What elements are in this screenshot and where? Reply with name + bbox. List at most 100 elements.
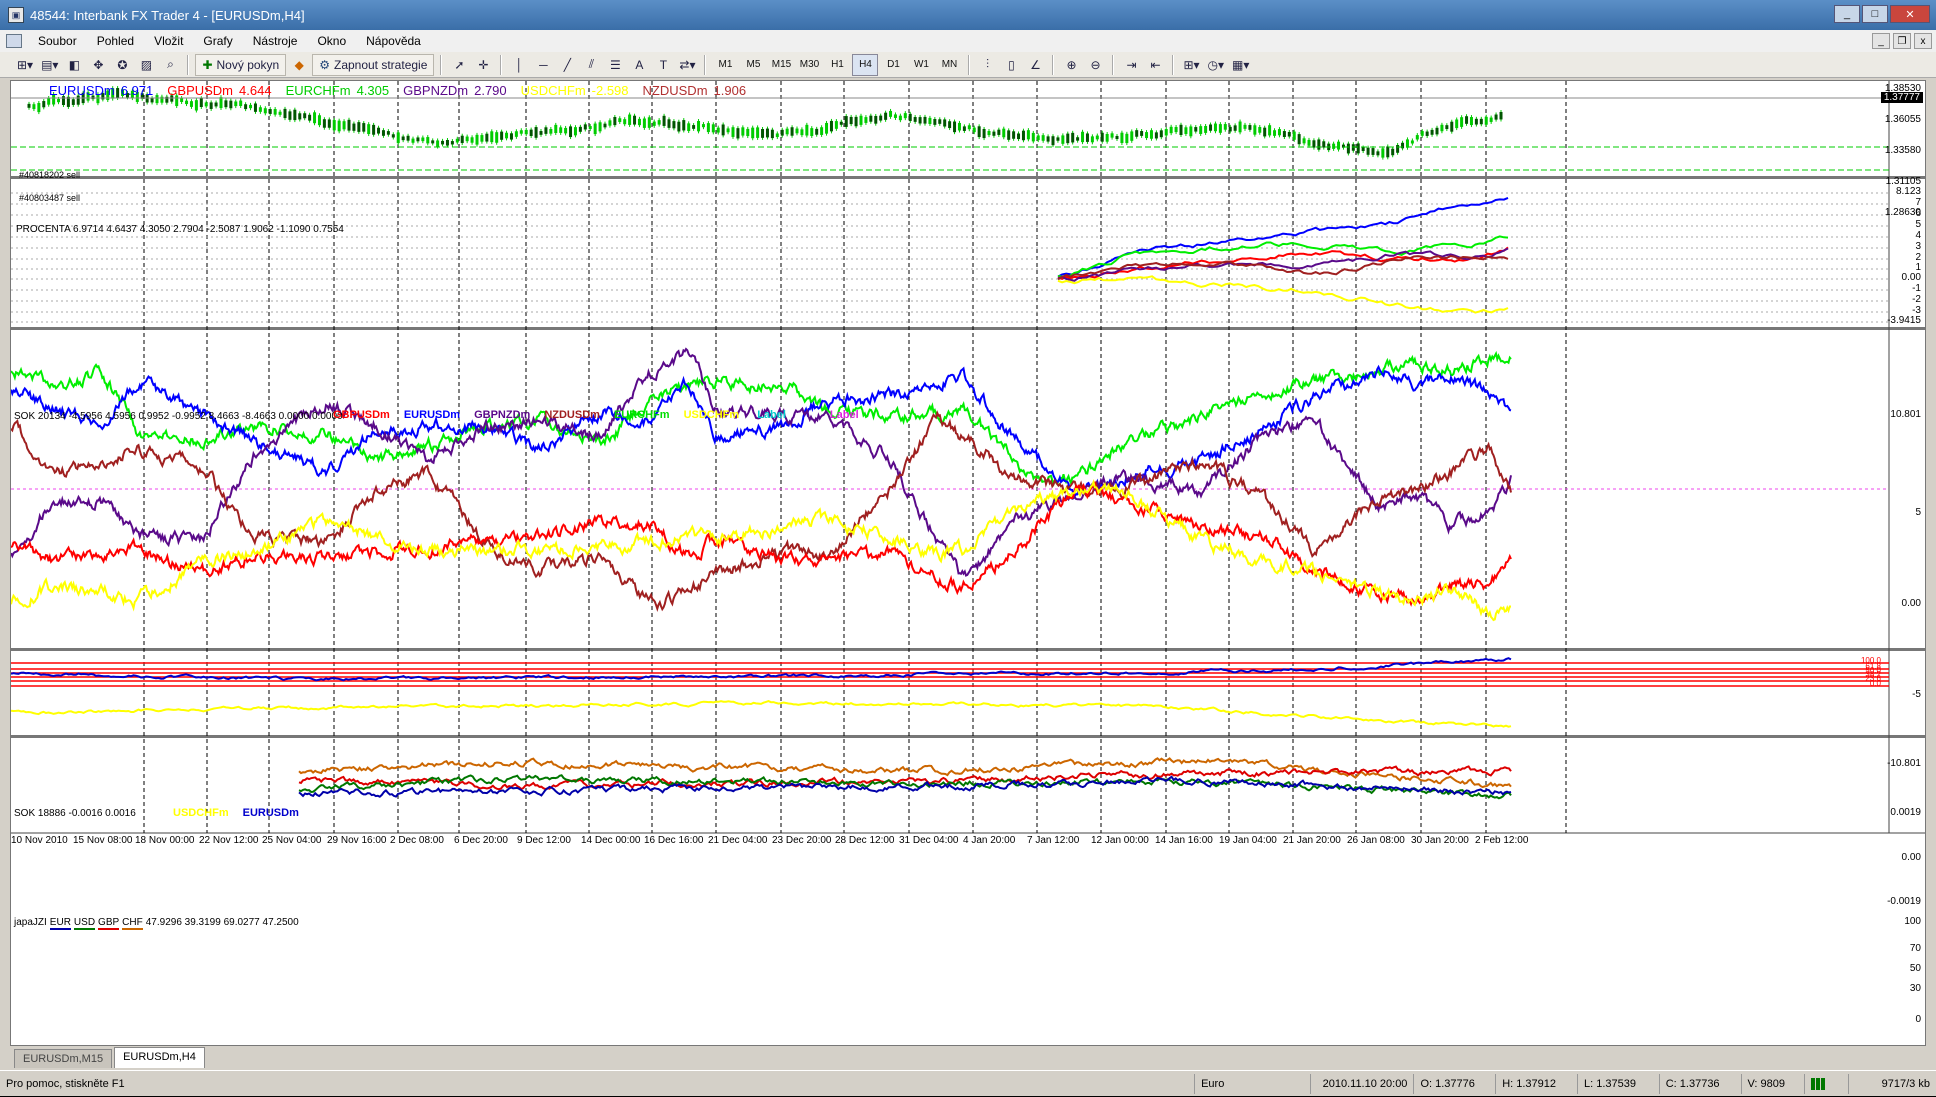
chart-restore-button[interactable]: ❐	[1893, 33, 1911, 49]
equidistant-channel-icon[interactable]: ⫽	[588, 57, 595, 71]
candle-body	[972, 127, 976, 133]
candle-body	[800, 129, 804, 136]
chart-shift-icon[interactable]: ⇤	[1150, 57, 1161, 72]
candle-body	[667, 119, 671, 128]
candle-body	[1145, 132, 1149, 139]
candle-body	[1317, 139, 1321, 150]
timeframe-m5[interactable]: M5	[746, 59, 761, 70]
arrows-icon[interactable]: ⇄▾	[679, 57, 696, 72]
templates-icon[interactable]: ▦▾	[1232, 57, 1250, 72]
candle-body	[1474, 118, 1478, 125]
candle-body	[1460, 117, 1464, 127]
candle-body	[1499, 111, 1503, 120]
candle-body	[1396, 145, 1400, 153]
timeframe-m30[interactable]: M30	[799, 59, 820, 70]
chart-close-button[interactable]: x	[1914, 33, 1932, 49]
navigator-icon[interactable]: ✥	[93, 57, 104, 72]
candle-body	[874, 115, 878, 124]
menu-window[interactable]: Okno	[317, 34, 347, 48]
text-icon[interactable]: A	[635, 57, 644, 72]
cursor-icon[interactable]: ➚	[454, 57, 465, 72]
candle-body	[490, 131, 494, 143]
new-order-button[interactable]: ✚ Nový pokyn	[195, 53, 287, 76]
trendline-icon[interactable]: ╱	[563, 57, 571, 72]
timeframe-mn[interactable]: MN	[941, 59, 958, 70]
chart-canvas[interactable]	[11, 81, 1925, 1045]
metaeditor-icon[interactable]: ◆	[294, 57, 304, 72]
crosshair-icon[interactable]: ✛	[478, 57, 489, 72]
line-chart-icon[interactable]: ∠	[1030, 57, 1041, 72]
chart-minimize-button[interactable]: _	[1872, 33, 1890, 49]
candle-body	[756, 127, 760, 138]
candle-body	[992, 131, 996, 136]
tab-eurusd-h4[interactable]: EURUSDm,H4	[114, 1047, 205, 1068]
indicators-icon[interactable]: ⊞▾	[1183, 57, 1200, 72]
p3-axis-top: 10.801	[1890, 409, 1921, 420]
candle-body	[795, 128, 799, 134]
timeframe-h1[interactable]: H1	[831, 59, 844, 70]
candle-body	[1479, 118, 1483, 125]
tab-eurusd-m15[interactable]: EURUSDm,M15	[14, 1049, 113, 1068]
timeframe-m15[interactable]: M15	[771, 59, 792, 70]
candle-body	[623, 119, 627, 125]
menu-insert[interactable]: Vložit	[154, 34, 184, 48]
window-title: 48544: Interbank FX Trader 4 - [EURUSDm,…	[30, 7, 305, 23]
app-icon: ▣	[8, 7, 24, 23]
candle-body	[682, 120, 686, 131]
menu-view[interactable]: Pohled	[96, 34, 135, 48]
candle-body	[288, 111, 292, 120]
order-label-1[interactable]: #40818202 sell	[19, 170, 81, 180]
menu-help[interactable]: Nápověda	[366, 34, 421, 48]
chart-window-icon[interactable]	[6, 34, 22, 48]
candlestick-icon[interactable]: ▯	[1008, 57, 1015, 72]
timeframe-d1[interactable]: D1	[887, 59, 900, 70]
status-high: H: 1.37912	[1495, 1073, 1577, 1094]
japa-gbp: GBP	[98, 917, 120, 930]
chart-area[interactable]: EURUSDm 6.971 GBPUSDm 4.644 EURCHFm 4.305 G…	[10, 80, 1926, 1046]
candle-body	[908, 113, 912, 121]
autoscroll-icon[interactable]: ⇥	[1126, 57, 1137, 72]
candle-body	[1164, 129, 1168, 136]
candle-body	[1312, 140, 1316, 148]
candle-body	[455, 138, 459, 143]
candle-body	[933, 119, 937, 125]
candle-body	[189, 101, 193, 107]
menu-file[interactable]: Soubor	[38, 34, 77, 48]
new-chart-icon[interactable]: ⊞▾	[17, 57, 34, 72]
menu-tools[interactable]: Nástroje	[252, 34, 298, 48]
periods-icon[interactable]: ◷▾	[1207, 57, 1225, 72]
candle-body	[480, 135, 484, 142]
candle-body	[229, 100, 233, 109]
p4-axis-bottom: -0.0019	[1887, 896, 1921, 907]
horizontal-line-icon[interactable]: ─	[539, 57, 548, 72]
zoom-in-icon[interactable]: ⊕	[1066, 57, 1077, 72]
fib-level-label-4: 23.6	[1865, 674, 1881, 683]
candle-body	[820, 127, 824, 135]
candle-body	[687, 123, 691, 132]
timeframe-h4[interactable]: H4	[852, 53, 879, 76]
candle-body	[337, 120, 341, 132]
tester-icon[interactable]: ▨	[140, 57, 153, 72]
candle-body	[1154, 132, 1158, 139]
order-label-2[interactable]: #40803487 sell	[19, 193, 81, 203]
data-window-icon[interactable]: ⌕	[167, 57, 174, 71]
timeframe-m1[interactable]: M1	[718, 59, 733, 70]
zoom-out-icon[interactable]: ⊖	[1090, 57, 1101, 72]
market-watch-icon[interactable]: ◧	[68, 57, 81, 72]
candle-body	[1356, 143, 1360, 154]
text-label-icon[interactable]: T	[659, 57, 668, 72]
maximize-button[interactable]: □	[1862, 5, 1888, 23]
close-button[interactable]: ✕	[1890, 5, 1930, 23]
vertical-line-icon[interactable]: │	[515, 57, 524, 72]
profiles-icon[interactable]: ▤▾	[41, 57, 59, 72]
expert-advisors-button[interactable]: ⚙ Zapnout strategie	[312, 53, 435, 76]
bar-chart-icon[interactable]: ⫶	[985, 57, 989, 71]
menu-charts[interactable]: Grafy	[203, 34, 233, 48]
sok-gbpnzd	[11, 347, 1512, 577]
timeframe-w1[interactable]: W1	[913, 59, 929, 70]
minimize-button[interactable]: _	[1834, 5, 1860, 23]
status-profile: Euro	[1194, 1073, 1310, 1094]
terminal-icon[interactable]: ✪	[117, 57, 128, 72]
fibonacci-icon[interactable]: ☰	[610, 57, 621, 72]
p2-axis-1: 7	[1915, 197, 1921, 208]
